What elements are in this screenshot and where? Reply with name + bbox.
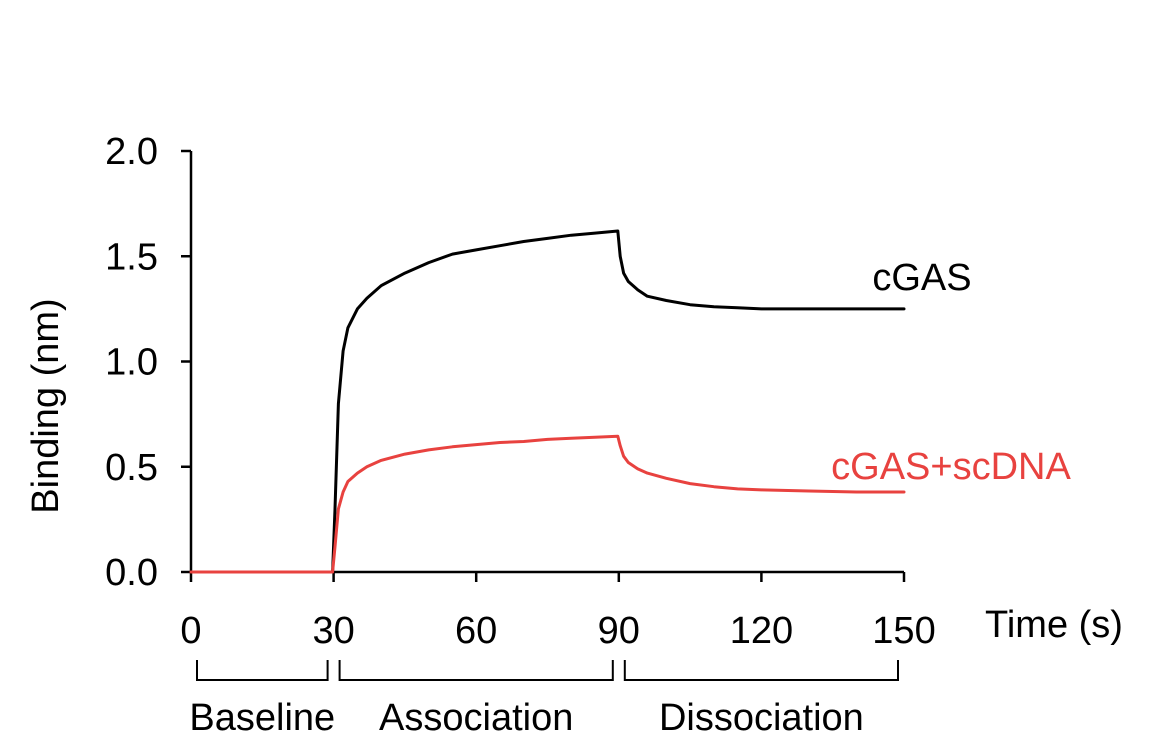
- x-axis-title: Time (s): [985, 604, 1123, 646]
- y-tick-label: 1.0: [105, 342, 158, 384]
- series-line-0: [189, 229, 906, 574]
- x-tick-label: 150: [872, 610, 935, 652]
- phase-label-baseline: Baseline: [189, 697, 335, 739]
- y-axis-title: Binding (nm): [25, 298, 67, 513]
- phase-label-association: Association: [379, 697, 573, 739]
- axes: 0.0 0.5 1.0 1.5 2.0 0 30 60 90 120 150 Baseline Asso…: [105, 131, 936, 739]
- phase-bracket: [338, 660, 614, 681]
- series-label-1: cGAS+scDNA: [831, 446, 1071, 488]
- phase-bracket: [196, 660, 329, 681]
- series-lines: cGAS cGAS+scDNA: [189, 229, 1071, 574]
- phase-bracket: [623, 660, 899, 681]
- x-tick-label: 120: [730, 610, 793, 652]
- y-tick-label: 1.5: [105, 236, 158, 278]
- y-tick-label: 0.5: [105, 447, 158, 489]
- labels: Binding (nm) Time (s): [25, 298, 1123, 646]
- x-tick-label: 0: [180, 610, 201, 652]
- y-tick-label: 0.0: [105, 552, 158, 594]
- series-label-0: cGAS: [872, 257, 971, 299]
- x-tick-label: 60: [455, 610, 497, 652]
- x-tick-label: 90: [598, 610, 640, 652]
- phase-label-dissociation: Dissociation: [659, 697, 864, 739]
- series-line-1: [189, 434, 906, 574]
- x-tick-label: 30: [312, 610, 354, 652]
- y-tick-label: 2.0: [105, 131, 158, 173]
